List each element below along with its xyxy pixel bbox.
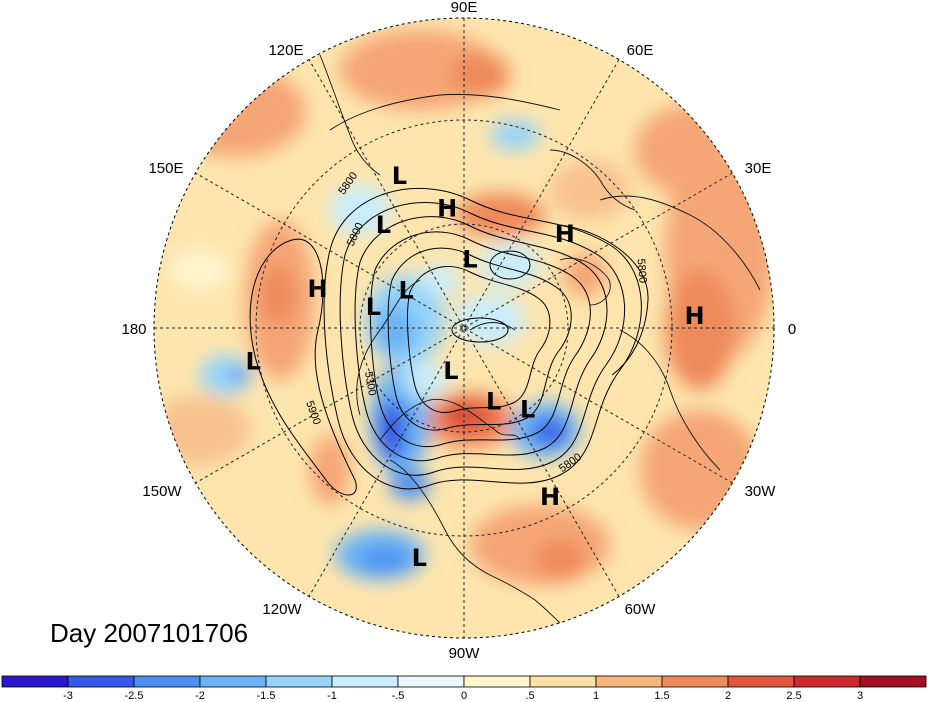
lon-label-180: 180 (121, 321, 146, 338)
low-pressure-marker: L (376, 211, 391, 239)
lon-label-30w: 30W (745, 483, 777, 500)
colorbar-tick-label: -2.5 (125, 690, 144, 702)
colorbar-swatch (595, 675, 663, 688)
colorbar-tick-label: -1.5 (257, 690, 276, 702)
lon-label-150w: 150W (142, 483, 182, 500)
longitude-labels: 90E 60E 30E 0 30W 60W 90W 120W 150W 180 … (121, 0, 796, 662)
map-disc (154, 18, 774, 638)
colorbar-swatch (1, 675, 69, 688)
lon-label-60w: 60W (625, 601, 657, 618)
lat-lon-grid (154, 18, 774, 638)
high-pressure-marker: H (684, 302, 704, 330)
high-pressure-marker: H (437, 195, 457, 223)
coastlines (319, 54, 761, 636)
colorbar-tick-label: 2.5 (786, 690, 801, 702)
colorbar-swatch (133, 675, 201, 688)
colorbar-swatch (859, 675, 927, 688)
map-boundary (153, 17, 775, 639)
colorbar-swatch (67, 675, 135, 688)
colorbar-swatch (793, 675, 861, 688)
low-pressure-marker: L (486, 388, 501, 416)
low-pressure-marker: L (443, 357, 458, 385)
low-pressure-marker: L (245, 347, 260, 375)
colorbar-tick-label: 1 (593, 690, 599, 702)
high-pressure-marker: H (555, 220, 575, 248)
height-contours (249, 187, 649, 496)
plot-title: Day 2007101706 (50, 618, 249, 648)
low-pressure-marker: L (412, 544, 427, 572)
contour-label: 5800 (634, 258, 648, 283)
colorbar-tick-label: -2 (195, 690, 205, 702)
colorbar-swatch (463, 675, 531, 688)
colorbar-tick-label: -3 (63, 690, 73, 702)
colorbar-swatch (727, 675, 795, 688)
colorbar-swatch (265, 675, 333, 688)
colorbar: -3 -2.5 -2 -1.5 -1 -.5 0 .5 1 1.5 2 2.5 3 (1, 675, 927, 702)
contour-label: 5300 (362, 371, 378, 397)
colorbar-swatch (661, 675, 729, 688)
lon-label-120e: 120E (268, 42, 303, 59)
lon-label-90e: 90E (451, 0, 478, 16)
high-pressure-marker: H (308, 275, 328, 303)
lon-label-150e: 150E (148, 160, 183, 177)
colorbar-tick-label: .5 (525, 690, 534, 702)
anomaly-field-blobs (154, 30, 774, 585)
colorbar-tick-label: 1.5 (654, 690, 669, 702)
lon-label-120w: 120W (262, 601, 302, 618)
low-pressure-marker: L (399, 277, 414, 305)
low-pressure-marker: L (392, 162, 407, 190)
colorbar-tick-label: -.5 (392, 690, 405, 702)
colorbar-swatch (331, 675, 399, 688)
colorbar-tick-label: 3 (857, 690, 863, 702)
colorbar-swatch (529, 675, 597, 688)
colorbar-tick-label: 2 (725, 690, 731, 702)
colorbar-tick-label: -1 (327, 690, 337, 702)
lon-label-30e: 30E (745, 160, 772, 177)
lon-label-90w: 90W (449, 645, 481, 662)
lon-label-0: 0 (788, 321, 796, 338)
low-pressure-marker: L (462, 245, 477, 273)
lon-label-60e: 60E (627, 42, 654, 59)
colorbar-swatch (397, 675, 465, 688)
high-pressure-marker: H (540, 483, 560, 511)
colorbar-tick-label: 0 (461, 690, 467, 702)
low-pressure-marker: L (366, 293, 381, 321)
low-pressure-marker: L (520, 395, 535, 423)
colorbar-swatch (199, 675, 267, 688)
